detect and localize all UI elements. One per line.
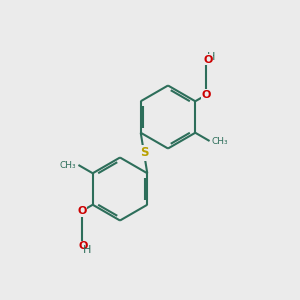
Text: O: O [79,242,88,251]
Text: O: O [202,90,211,100]
Text: CH₃: CH₃ [60,160,76,169]
Text: S: S [140,146,148,160]
Text: O: O [77,206,86,216]
Text: O: O [203,55,212,64]
Text: H: H [206,52,215,61]
Text: CH₃: CH₃ [212,136,228,146]
Text: H: H [83,245,91,255]
